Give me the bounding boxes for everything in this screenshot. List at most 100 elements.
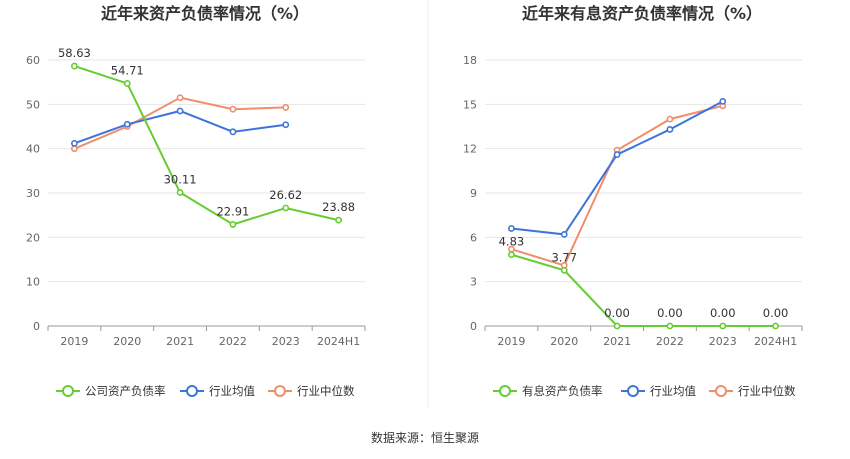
series-line	[511, 253, 776, 327]
legend-item-1[interactable]: 有息资产负债率	[493, 384, 603, 398]
legend-label: 有息资产负债率	[522, 384, 603, 398]
legend-item-3[interactable]: 行业中位数	[268, 384, 355, 398]
legend-marker-icon	[186, 385, 198, 397]
y-tick-label: 3	[470, 276, 477, 289]
source-note: 数据来源：恒生聚源	[371, 430, 479, 445]
data-point	[666, 115, 674, 123]
data-label: 0.00	[763, 306, 789, 320]
legend-marker-icon	[715, 385, 727, 397]
x-tick-label: 2021	[166, 335, 194, 348]
data-point	[666, 126, 674, 133]
data-point	[71, 139, 78, 147]
series-line	[511, 100, 724, 236]
data-label: 0.00	[710, 306, 736, 320]
y-tick-label: 40	[26, 143, 40, 156]
legend-label: 行业均值	[209, 384, 255, 398]
x-tick-label: 2022	[656, 335, 684, 348]
y-tick-label: 0	[33, 320, 40, 333]
y-tick-label: 20	[26, 231, 40, 244]
legend-marker-icon	[627, 385, 639, 397]
y-tick-label: 18	[463, 54, 477, 67]
y-tick-label: 60	[26, 54, 40, 67]
data-point	[335, 216, 342, 224]
series-3	[71, 94, 290, 153]
data-label: 23.88	[322, 200, 355, 214]
x-tick-label: 2024H1	[754, 335, 797, 348]
x-tick-label: 2022	[219, 335, 247, 348]
legend-marker-icon	[62, 385, 74, 397]
series-2	[508, 97, 727, 238]
data-point	[123, 80, 131, 87]
chart-panel-1: 近年来资产负债率情况（%） 0 10 20 30 40 50 60 2019 2020 2021 20…	[26, 4, 366, 398]
data-label: 3.77	[551, 250, 577, 264]
data-point	[508, 251, 515, 259]
x-tick-label: 2023	[709, 335, 737, 348]
data-label: 0.00	[657, 306, 683, 320]
x-tick-label: 2024H1	[317, 335, 360, 348]
y-tick-label: 10	[26, 276, 40, 289]
legend-label: 行业中位数	[738, 384, 796, 398]
data-point	[508, 225, 515, 232]
legend-item-1[interactable]: 公司资产负债率	[56, 384, 166, 398]
data-label: 58.63	[58, 46, 91, 60]
data-point	[229, 105, 237, 113]
series-line	[74, 109, 286, 145]
data-label: 30.11	[164, 173, 197, 187]
legend-label: 行业均值	[650, 384, 696, 398]
data-point	[176, 94, 184, 102]
x-tick-label: 2020	[550, 335, 578, 348]
legend-item-2[interactable]: 行业均值	[180, 384, 255, 398]
x-tick-label: 2023	[272, 335, 300, 348]
data-point	[282, 204, 290, 212]
y-tick-label: 0	[470, 320, 477, 333]
y-tick-label: 12	[463, 143, 477, 156]
data-point	[123, 120, 131, 128]
legend-marker-icon	[499, 385, 511, 397]
data-point	[719, 322, 727, 330]
y-tick-label: 9	[470, 187, 477, 200]
data-label: 4.83	[499, 235, 525, 249]
legend-label: 公司资产负债率	[85, 384, 166, 398]
chart-title: 近年来资产负债率情况（%）	[101, 4, 309, 23]
data-point	[71, 62, 78, 70]
y-tick-label: 50	[26, 98, 40, 111]
data-point	[560, 230, 568, 238]
legend-item-2[interactable]: 行业均值	[621, 384, 696, 398]
series-line	[511, 104, 723, 267]
data-point	[71, 145, 78, 153]
chart-title: 近年来有息资产负债率情况（%）	[522, 4, 762, 23]
data-point	[613, 322, 621, 330]
chart-panel-2: 近年来有息资产负债率情况（%） 0 3 6 9 12 15 18 2019 2020 2021 202…	[463, 4, 803, 398]
data-point	[719, 97, 727, 105]
series-1	[508, 251, 779, 330]
series-2	[71, 107, 290, 147]
series-3	[508, 102, 727, 269]
y-tick-label: 6	[470, 231, 477, 244]
data-point	[666, 322, 674, 330]
y-tick-label: 30	[26, 187, 40, 200]
data-label: 54.71	[111, 63, 144, 77]
data-label: 22.91	[216, 204, 249, 218]
x-tick-label: 2019	[497, 335, 525, 348]
data-point	[229, 128, 237, 136]
data-point	[282, 121, 290, 129]
series-1	[71, 62, 342, 228]
data-point	[560, 266, 568, 274]
x-tick-label: 2019	[60, 335, 88, 348]
y-tick-label: 15	[463, 98, 477, 111]
data-point	[613, 151, 621, 158]
legend-marker-icon	[274, 385, 286, 397]
x-tick-label: 2021	[603, 335, 631, 348]
data-label: 0.00	[604, 306, 630, 320]
data-point	[772, 322, 779, 330]
series-line	[74, 65, 339, 226]
data-point	[229, 221, 237, 228]
legend-label: 行业中位数	[297, 384, 355, 398]
data-point	[176, 107, 184, 115]
series-line	[74, 96, 286, 150]
x-tick-label: 2020	[113, 335, 141, 348]
legend-item-3[interactable]: 行业中位数	[709, 384, 796, 398]
data-point	[282, 104, 290, 111]
data-label: 26.62	[269, 188, 302, 202]
